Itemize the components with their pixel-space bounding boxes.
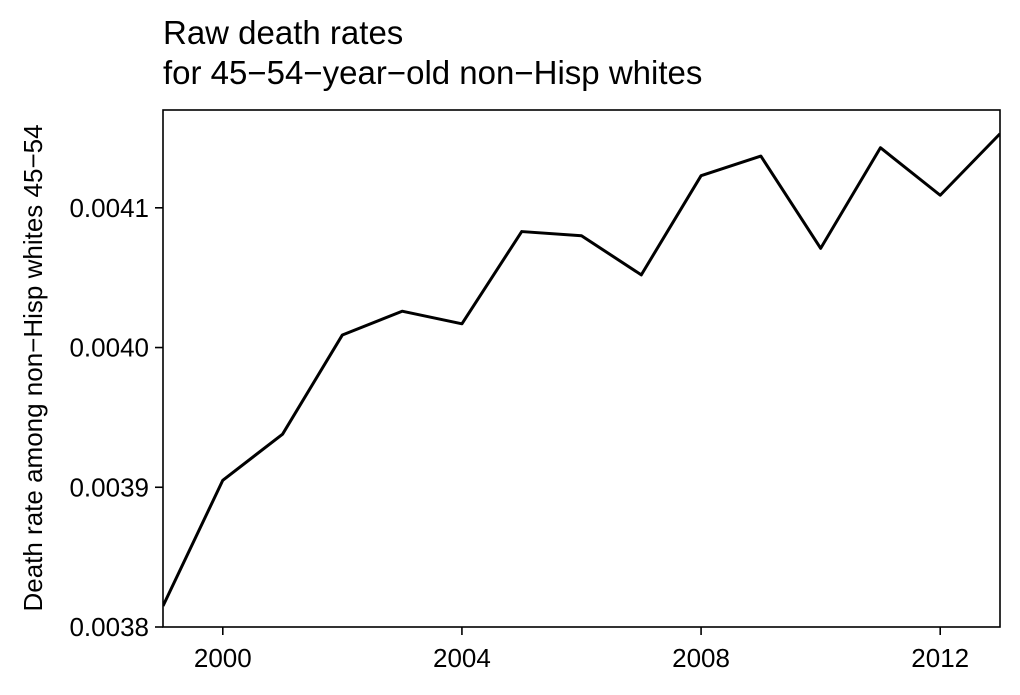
x-tick-label: 2004	[433, 643, 491, 673]
y-tick-label: 0.0041	[69, 193, 149, 223]
chart-title-line-2: for 45−54−year−old non−Hisp whites	[163, 54, 702, 91]
x-tick-label: 2012	[911, 643, 969, 673]
y-tick-label: 0.0040	[69, 333, 149, 363]
chart-title-line-1: Raw death rates	[163, 14, 403, 51]
y-axis-ticks: 0.0038 0.0039 0.0040 0.0041	[69, 193, 163, 642]
x-tick-label: 2008	[672, 643, 730, 673]
plot-frame	[163, 110, 1000, 627]
chart-title: Raw death rates for 45−54−year−old non−H…	[163, 14, 702, 91]
y-axis-label: Death rate among non−Hisp whites 45−54	[18, 124, 48, 611]
x-tick-label: 2000	[194, 643, 252, 673]
y-tick-label: 0.0038	[69, 612, 149, 642]
series-line	[163, 134, 1000, 606]
y-tick-label: 0.0039	[69, 472, 149, 502]
x-axis-ticks: 2000 2004 2008 2012	[194, 627, 969, 673]
plot-area	[163, 134, 1000, 606]
